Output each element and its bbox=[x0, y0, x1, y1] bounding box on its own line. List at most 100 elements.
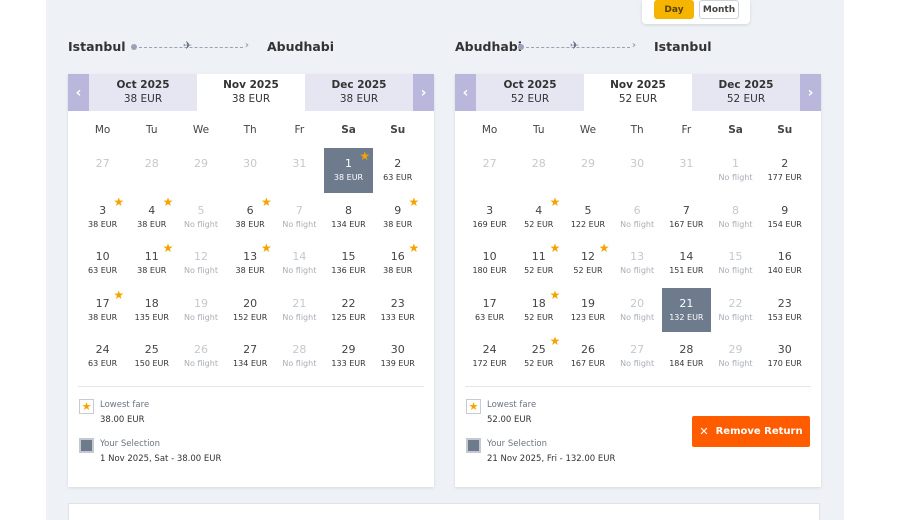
day-cell[interactable]: 9 38 EUR ★ bbox=[373, 194, 422, 241]
day-price: No flight bbox=[183, 219, 218, 229]
day-cell[interactable]: 11 52 EUR ★ bbox=[514, 240, 563, 287]
selected-day-cell[interactable]: 1 38 EUR ★ bbox=[323, 148, 374, 193]
day-number: 4 bbox=[535, 203, 543, 217]
day-cell[interactable]: 5 122 EUR bbox=[563, 194, 612, 241]
prev-month-button[interactable]: ‹ bbox=[455, 74, 476, 111]
day-cell[interactable]: 4 52 EUR ★ bbox=[514, 194, 563, 241]
day-cell[interactable]: 17 38 EUR ★ bbox=[78, 287, 127, 334]
day-cell: 27 bbox=[78, 147, 127, 194]
next-month-button[interactable]: › bbox=[800, 74, 821, 111]
day-cell[interactable]: 11 38 EUR ★ bbox=[127, 240, 176, 287]
day-cell: 29 No flight bbox=[711, 333, 760, 380]
day-number: 3 bbox=[486, 203, 494, 217]
day-cell[interactable]: 16 38 EUR ★ bbox=[373, 240, 422, 287]
day-cell[interactable]: 20 152 EUR bbox=[226, 287, 275, 334]
return-route: Abudhabi ✈ › Istanbul bbox=[455, 36, 821, 58]
day-cell[interactable]: 25 52 EUR ★ bbox=[514, 333, 563, 380]
next-month-button[interactable]: › bbox=[413, 74, 434, 111]
day-grid: 27 28 29 30 31 1 38 EUR ★ 2 63 EUR 3 38 EUR ★ 4 38 EUR… bbox=[78, 147, 422, 380]
month-tab-active[interactable]: Nov 2025 38 EUR bbox=[197, 74, 305, 111]
day-number: 26 bbox=[193, 343, 208, 357]
day-cell[interactable]: 30 170 EUR bbox=[760, 333, 809, 380]
day-cell[interactable]: 13 38 EUR ★ bbox=[226, 240, 275, 287]
day-cell: 26 No flight bbox=[176, 333, 225, 380]
day-cell[interactable]: 3 38 EUR ★ bbox=[78, 194, 127, 241]
day-cell[interactable]: 3 169 EUR bbox=[465, 194, 514, 241]
chevron-left-icon: ‹ bbox=[75, 84, 82, 101]
day-cell[interactable]: 18 135 EUR bbox=[127, 287, 176, 334]
day-number: 31 bbox=[679, 157, 694, 170]
day-number: 3 bbox=[99, 203, 107, 217]
day-number: 9 bbox=[781, 203, 789, 217]
month-name: Oct 2025 bbox=[116, 79, 170, 91]
day-cell: 30 bbox=[226, 147, 275, 194]
day-cell[interactable]: 27 134 EUR bbox=[226, 333, 275, 380]
day-number: 21 bbox=[292, 296, 307, 310]
day-cell[interactable]: 23 133 EUR bbox=[373, 287, 422, 334]
day-cell[interactable]: 15 136 EUR bbox=[324, 240, 373, 287]
selected-day-cell[interactable]: 21 132 EUR bbox=[661, 287, 711, 333]
month-tab[interactable]: Dec 2025 52 EUR bbox=[692, 74, 800, 111]
day-cell[interactable]: 23 153 EUR bbox=[760, 287, 809, 334]
day-number: 27 bbox=[630, 343, 645, 357]
month-tab-active[interactable]: Nov 2025 52 EUR bbox=[584, 74, 692, 111]
day-cell[interactable]: 2 63 EUR bbox=[373, 147, 422, 194]
day-cell[interactable]: 2 177 EUR bbox=[760, 147, 809, 194]
day-cell: 21 No flight bbox=[275, 287, 324, 334]
day-cell[interactable]: 12 52 EUR ★ bbox=[563, 240, 612, 287]
day-cell[interactable]: 18 52 EUR ★ bbox=[514, 287, 563, 334]
route-path: ✈ › bbox=[518, 40, 636, 52]
star-icon: ★ bbox=[79, 399, 94, 414]
day-cell[interactable]: 9 154 EUR bbox=[760, 194, 809, 241]
day-number: 27 bbox=[482, 157, 497, 170]
day-cell[interactable]: 17 63 EUR bbox=[465, 287, 514, 334]
month-name: Dec 2025 bbox=[718, 79, 774, 91]
day-price: 133 EUR bbox=[331, 359, 366, 369]
month-tab[interactable]: Dec 2025 38 EUR bbox=[305, 74, 413, 111]
day-cell: 20 No flight bbox=[613, 287, 662, 334]
day-cell[interactable]: 28 184 EUR bbox=[662, 333, 711, 380]
day-cell[interactable]: 10 180 EUR bbox=[465, 240, 514, 287]
month-name: Oct 2025 bbox=[503, 79, 557, 91]
day-cell[interactable]: 19 123 EUR bbox=[563, 287, 612, 334]
day-number: 30 bbox=[390, 343, 405, 357]
day-number: 23 bbox=[390, 296, 405, 310]
remove-return-label: Remove Return bbox=[715, 426, 803, 437]
day-cell[interactable]: 16 140 EUR bbox=[760, 240, 809, 287]
day-cell[interactable]: 4 38 EUR ★ bbox=[127, 194, 176, 241]
remove-return-button[interactable]: ✕ Remove Return bbox=[692, 416, 810, 447]
day-price: 134 EUR bbox=[331, 219, 366, 229]
day-cell[interactable]: 30 139 EUR bbox=[373, 333, 422, 380]
day-price: No flight bbox=[183, 359, 218, 369]
day-number: 19 bbox=[193, 296, 208, 310]
day-cell[interactable]: 26 167 EUR bbox=[563, 333, 612, 380]
month-tab[interactable]: Oct 2025 52 EUR bbox=[476, 74, 584, 111]
month-tab[interactable]: Oct 2025 38 EUR bbox=[89, 74, 197, 111]
day-cell[interactable]: 7 167 EUR bbox=[662, 194, 711, 241]
arrow-right-icon: › bbox=[244, 40, 249, 51]
star-icon: ★ bbox=[598, 241, 610, 256]
day-cell[interactable]: 24 63 EUR bbox=[78, 333, 127, 380]
day-cell[interactable]: 24 172 EUR bbox=[465, 333, 514, 380]
day-price: No flight bbox=[282, 219, 317, 229]
day-cell[interactable]: 29 133 EUR bbox=[324, 333, 373, 380]
day-price: 134 EUR bbox=[233, 359, 268, 369]
day-price: 38 EUR bbox=[137, 266, 167, 276]
day-cell[interactable]: 10 63 EUR bbox=[78, 240, 127, 287]
day-price: 184 EUR bbox=[669, 359, 704, 369]
day-cell[interactable]: 8 134 EUR bbox=[324, 194, 373, 241]
day-price: No flight bbox=[183, 312, 218, 322]
day-view-button[interactable]: Day bbox=[654, 0, 694, 19]
month-view-button[interactable]: Month bbox=[699, 0, 739, 19]
star-icon: ★ bbox=[549, 287, 561, 302]
day-price: No flight bbox=[282, 359, 317, 369]
day-cell[interactable]: 25 150 EUR bbox=[127, 333, 176, 380]
day-cell[interactable]: 14 151 EUR bbox=[662, 240, 711, 287]
day-number: 6 bbox=[246, 203, 254, 217]
month-name: Dec 2025 bbox=[331, 79, 387, 91]
day-cell[interactable]: 6 38 EUR ★ bbox=[226, 194, 275, 241]
day-number: 17 bbox=[95, 296, 110, 310]
star-icon: ★ bbox=[359, 149, 371, 163]
prev-month-button[interactable]: ‹ bbox=[68, 74, 89, 111]
day-cell[interactable]: 22 125 EUR bbox=[324, 287, 373, 334]
